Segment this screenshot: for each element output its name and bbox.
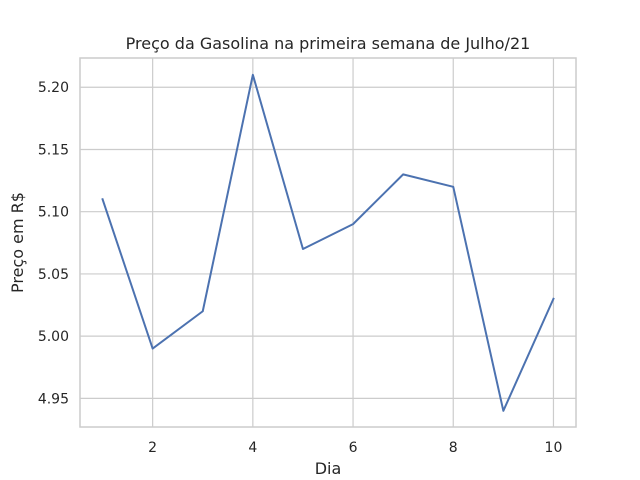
chart-title: Preço da Gasolina na primeira semana de … bbox=[126, 34, 531, 53]
x-axis-ticks: 2 4 6 8 10 bbox=[148, 440, 562, 456]
x-tick-label: 8 bbox=[449, 440, 458, 456]
y-tick-label: 5.00 bbox=[38, 329, 69, 345]
y-tick-label: 5.05 bbox=[38, 267, 69, 283]
y-tick-label: 5.10 bbox=[38, 205, 69, 221]
y-axis-ticks: 4.95 5.00 5.05 5.10 5.15 5.20 bbox=[38, 80, 69, 407]
x-tick-label: 10 bbox=[545, 440, 563, 456]
x-axis-label: Dia bbox=[315, 459, 342, 478]
x-tick-label: 6 bbox=[349, 440, 358, 456]
series-layer bbox=[101, 73, 555, 412]
y-tick-label: 5.15 bbox=[38, 142, 69, 158]
y-axis-label: Preço em R$ bbox=[8, 192, 27, 293]
x-tick-label: 4 bbox=[248, 440, 257, 456]
plot-frame bbox=[79, 57, 577, 428]
y-tick-label: 4.95 bbox=[38, 391, 69, 407]
series-line bbox=[101, 73, 555, 412]
grid-lines bbox=[80, 58, 576, 427]
y-tick-label: 5.20 bbox=[38, 80, 69, 96]
x-tick-label: 2 bbox=[148, 440, 157, 456]
